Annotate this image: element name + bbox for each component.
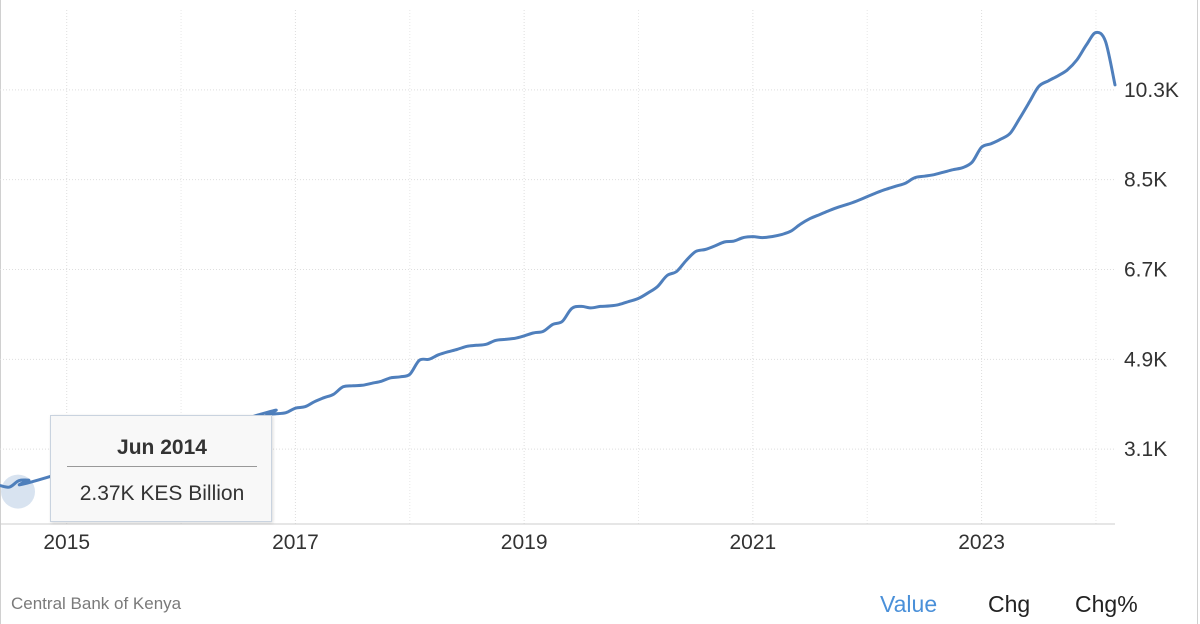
highlight-layer (1, 474, 35, 509)
y-axis: 3.1K 4.9K 6.7K 8.5K 10.3K (1124, 79, 1179, 461)
series-line (0, 30, 1117, 489)
x-tick-label: 2015 (43, 531, 90, 554)
grid-layer (0, 10, 1115, 525)
y-tick-label: 6.7K (1124, 258, 1167, 281)
x-tick-label: 2017 (272, 531, 319, 554)
tooltip-value: 2.37K KES Billion (79, 482, 245, 505)
y-tick-label: 10.3K (1124, 79, 1179, 102)
y-tick-label: 4.9K (1124, 348, 1167, 371)
chart-frame-right-edge (1197, 0, 1198, 624)
source-label: Central Bank of Kenya (11, 594, 182, 613)
tab-chg-percent[interactable]: Chg% (1075, 591, 1138, 617)
chart-frame-left-edge (0, 0, 1, 624)
highlight-halo (1, 474, 35, 509)
y-tick-label: 3.1K (1124, 438, 1167, 461)
y-tick-label: 8.5K (1124, 169, 1167, 192)
tab-value[interactable]: Value (880, 591, 938, 617)
x-axis: 2015 2017 2019 2021 2023 (43, 531, 1005, 554)
data-tooltip: Jun 2014 2.37K KES Billion (50, 415, 272, 522)
series-layer (0, 30, 1117, 489)
x-tick-label: 2021 (730, 531, 777, 554)
x-tick-label: 2023 (958, 531, 1005, 554)
tooltip-date: Jun 2014 (117, 436, 207, 459)
tab-chg[interactable]: Chg (988, 591, 1031, 617)
tooltip-divider (67, 466, 257, 467)
x-tick-label: 2019 (501, 531, 548, 554)
